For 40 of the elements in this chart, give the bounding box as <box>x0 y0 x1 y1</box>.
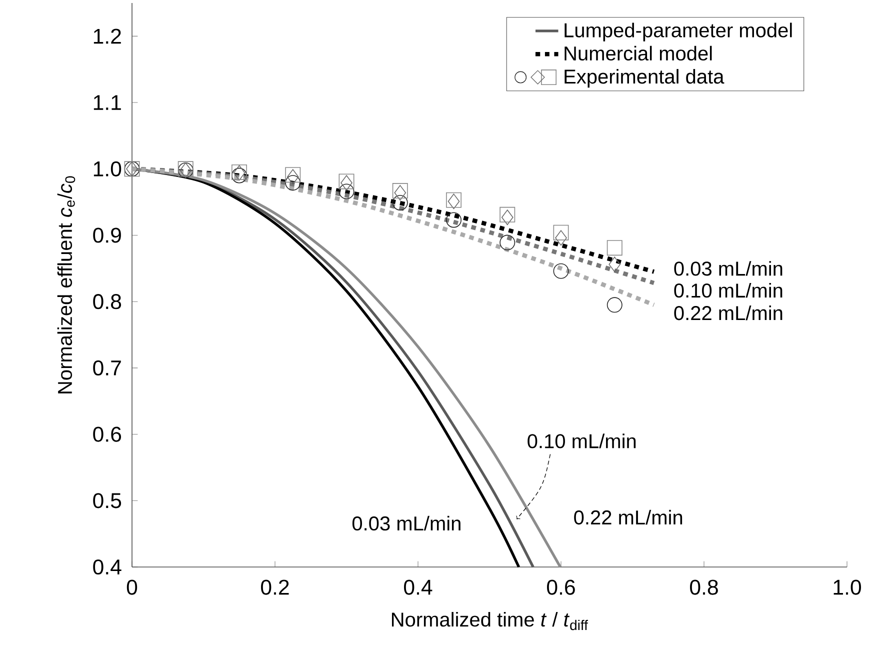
point <box>606 297 622 313</box>
x-tick-label: 1.0 <box>834 580 861 595</box>
x-axis-title: Normalized time t / t$_{diff}$ <box>392 612 588 630</box>
legend-label: Numercial model <box>564 46 712 61</box>
y-tick-label: 1.0 <box>94 161 122 176</box>
point <box>500 206 516 222</box>
point <box>555 230 567 246</box>
x-tick-label: 0.2 <box>261 580 289 595</box>
y-tick-label: 0.7 <box>93 360 121 376</box>
annotation: 0.22 mL/min <box>674 306 782 320</box>
legend-label: Experimental data <box>564 69 724 88</box>
annotation: 0.03 mL/min <box>674 261 782 276</box>
annotation: 0.10 mL/min <box>528 434 636 448</box>
point <box>285 175 301 191</box>
x-tick-label: 0.4 <box>404 580 432 595</box>
x-tick-label: 0.8 <box>690 580 718 595</box>
x-tick-label: 0.6 <box>547 580 575 595</box>
y-tick-label: 1.1 <box>94 95 121 110</box>
point <box>338 184 354 200</box>
point <box>606 240 622 256</box>
y-tick-label: 0.8 <box>93 294 122 310</box>
legend-label: Lumped-parameter model <box>564 22 792 42</box>
y-tick-label: 0.5 <box>93 493 122 508</box>
y-axis-title: Normalized effluent c$_{e}$/c$_{0}$ <box>57 176 76 394</box>
annotation: 0.10 mL/min <box>674 282 782 298</box>
y-tick-label: 0.9 <box>93 228 121 243</box>
point <box>553 263 569 279</box>
point <box>392 194 408 210</box>
y-tick-label: 1.2 <box>94 28 121 44</box>
annotation: 0.03 mL/min <box>352 516 460 531</box>
point <box>553 224 569 240</box>
annotation: 0.22 mL/min <box>574 510 682 525</box>
line-series <box>130 166 656 308</box>
point <box>446 212 462 228</box>
point <box>500 234 516 250</box>
y-tick-label: 0.4 <box>93 559 122 575</box>
y-tick-label: 0.6 <box>93 426 122 442</box>
x-tick-label: 0 <box>126 580 138 595</box>
point <box>501 210 514 226</box>
point <box>608 256 621 272</box>
